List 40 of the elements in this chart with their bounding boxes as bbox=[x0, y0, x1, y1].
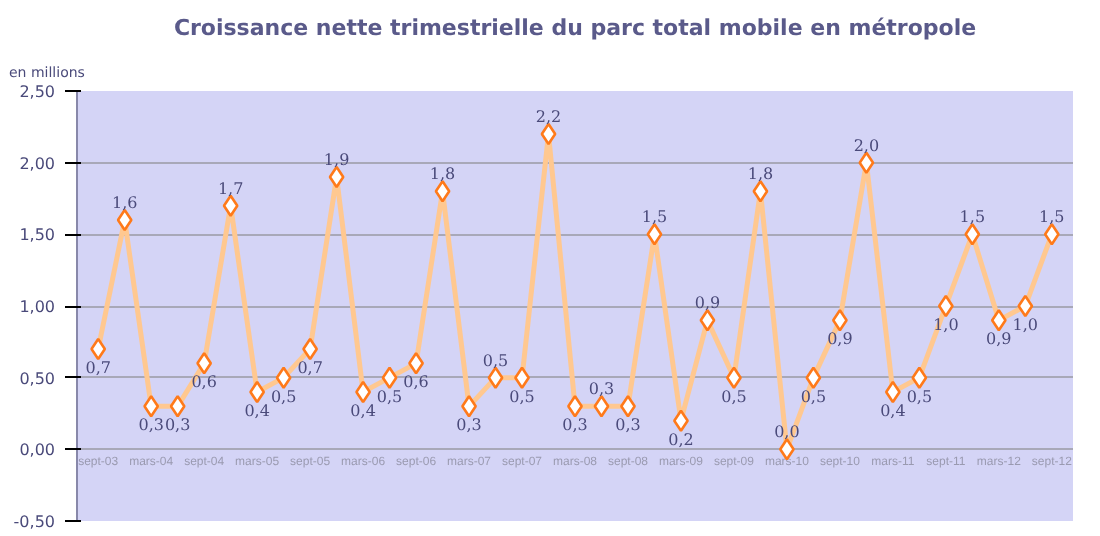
y-tick-label: 2,00 bbox=[19, 154, 55, 173]
data-label: 1,0 bbox=[1012, 316, 1039, 334]
data-label: 0,7 bbox=[85, 359, 111, 377]
chart-title: Croissance nette trimestrielle du parc total mobile en métropole bbox=[173, 15, 977, 41]
data-label: 0,2 bbox=[668, 430, 694, 449]
data-label: 1,5 bbox=[1039, 208, 1065, 227]
data-label: 0,4 bbox=[880, 402, 906, 420]
data-label: 2,0 bbox=[853, 136, 880, 155]
data-label: 0,5 bbox=[270, 387, 297, 406]
data-label: 0,5 bbox=[906, 387, 933, 406]
data-label: 0,5 bbox=[721, 387, 747, 406]
y-tick-label: 0,00 bbox=[19, 441, 55, 460]
y-tick-label: -0,50 bbox=[13, 513, 56, 531]
data-label: 1,6 bbox=[111, 194, 138, 212]
data-label: 1,7 bbox=[217, 179, 244, 198]
data-label: 0,5 bbox=[482, 351, 509, 370]
data-label: 0,3 bbox=[456, 416, 482, 435]
data-label: 0,6 bbox=[403, 373, 429, 392]
y-tick-label: 1,50 bbox=[19, 226, 55, 245]
y-tick-label: 1,00 bbox=[19, 298, 55, 316]
data-label: 0,9 bbox=[694, 294, 721, 313]
data-label: 2,2 bbox=[535, 108, 562, 126]
data-label: 0,7 bbox=[297, 359, 323, 377]
y-tick-label: 2,50 bbox=[19, 83, 55, 101]
data-label: 1,8 bbox=[429, 165, 456, 184]
data-label: 1,8 bbox=[747, 165, 774, 184]
data-label: 0,3 bbox=[615, 416, 641, 435]
data-label: 1,5 bbox=[959, 208, 986, 227]
data-label: 0,4 bbox=[350, 402, 376, 420]
data-label: 0,3 bbox=[562, 416, 588, 435]
data-label: 1,5 bbox=[641, 208, 668, 227]
data-label: 0,5 bbox=[509, 387, 535, 406]
data-label: 0,3 bbox=[588, 380, 615, 399]
data-label: 0,9 bbox=[986, 330, 1012, 349]
y-tick-label: 0,50 bbox=[19, 369, 55, 388]
data-label: 1,9 bbox=[323, 151, 350, 169]
data-label: 0,3 bbox=[138, 416, 164, 435]
data-label: 0,4 bbox=[244, 402, 270, 420]
data-label: 0,5 bbox=[376, 387, 403, 406]
data-label: 0,3 bbox=[164, 416, 191, 435]
